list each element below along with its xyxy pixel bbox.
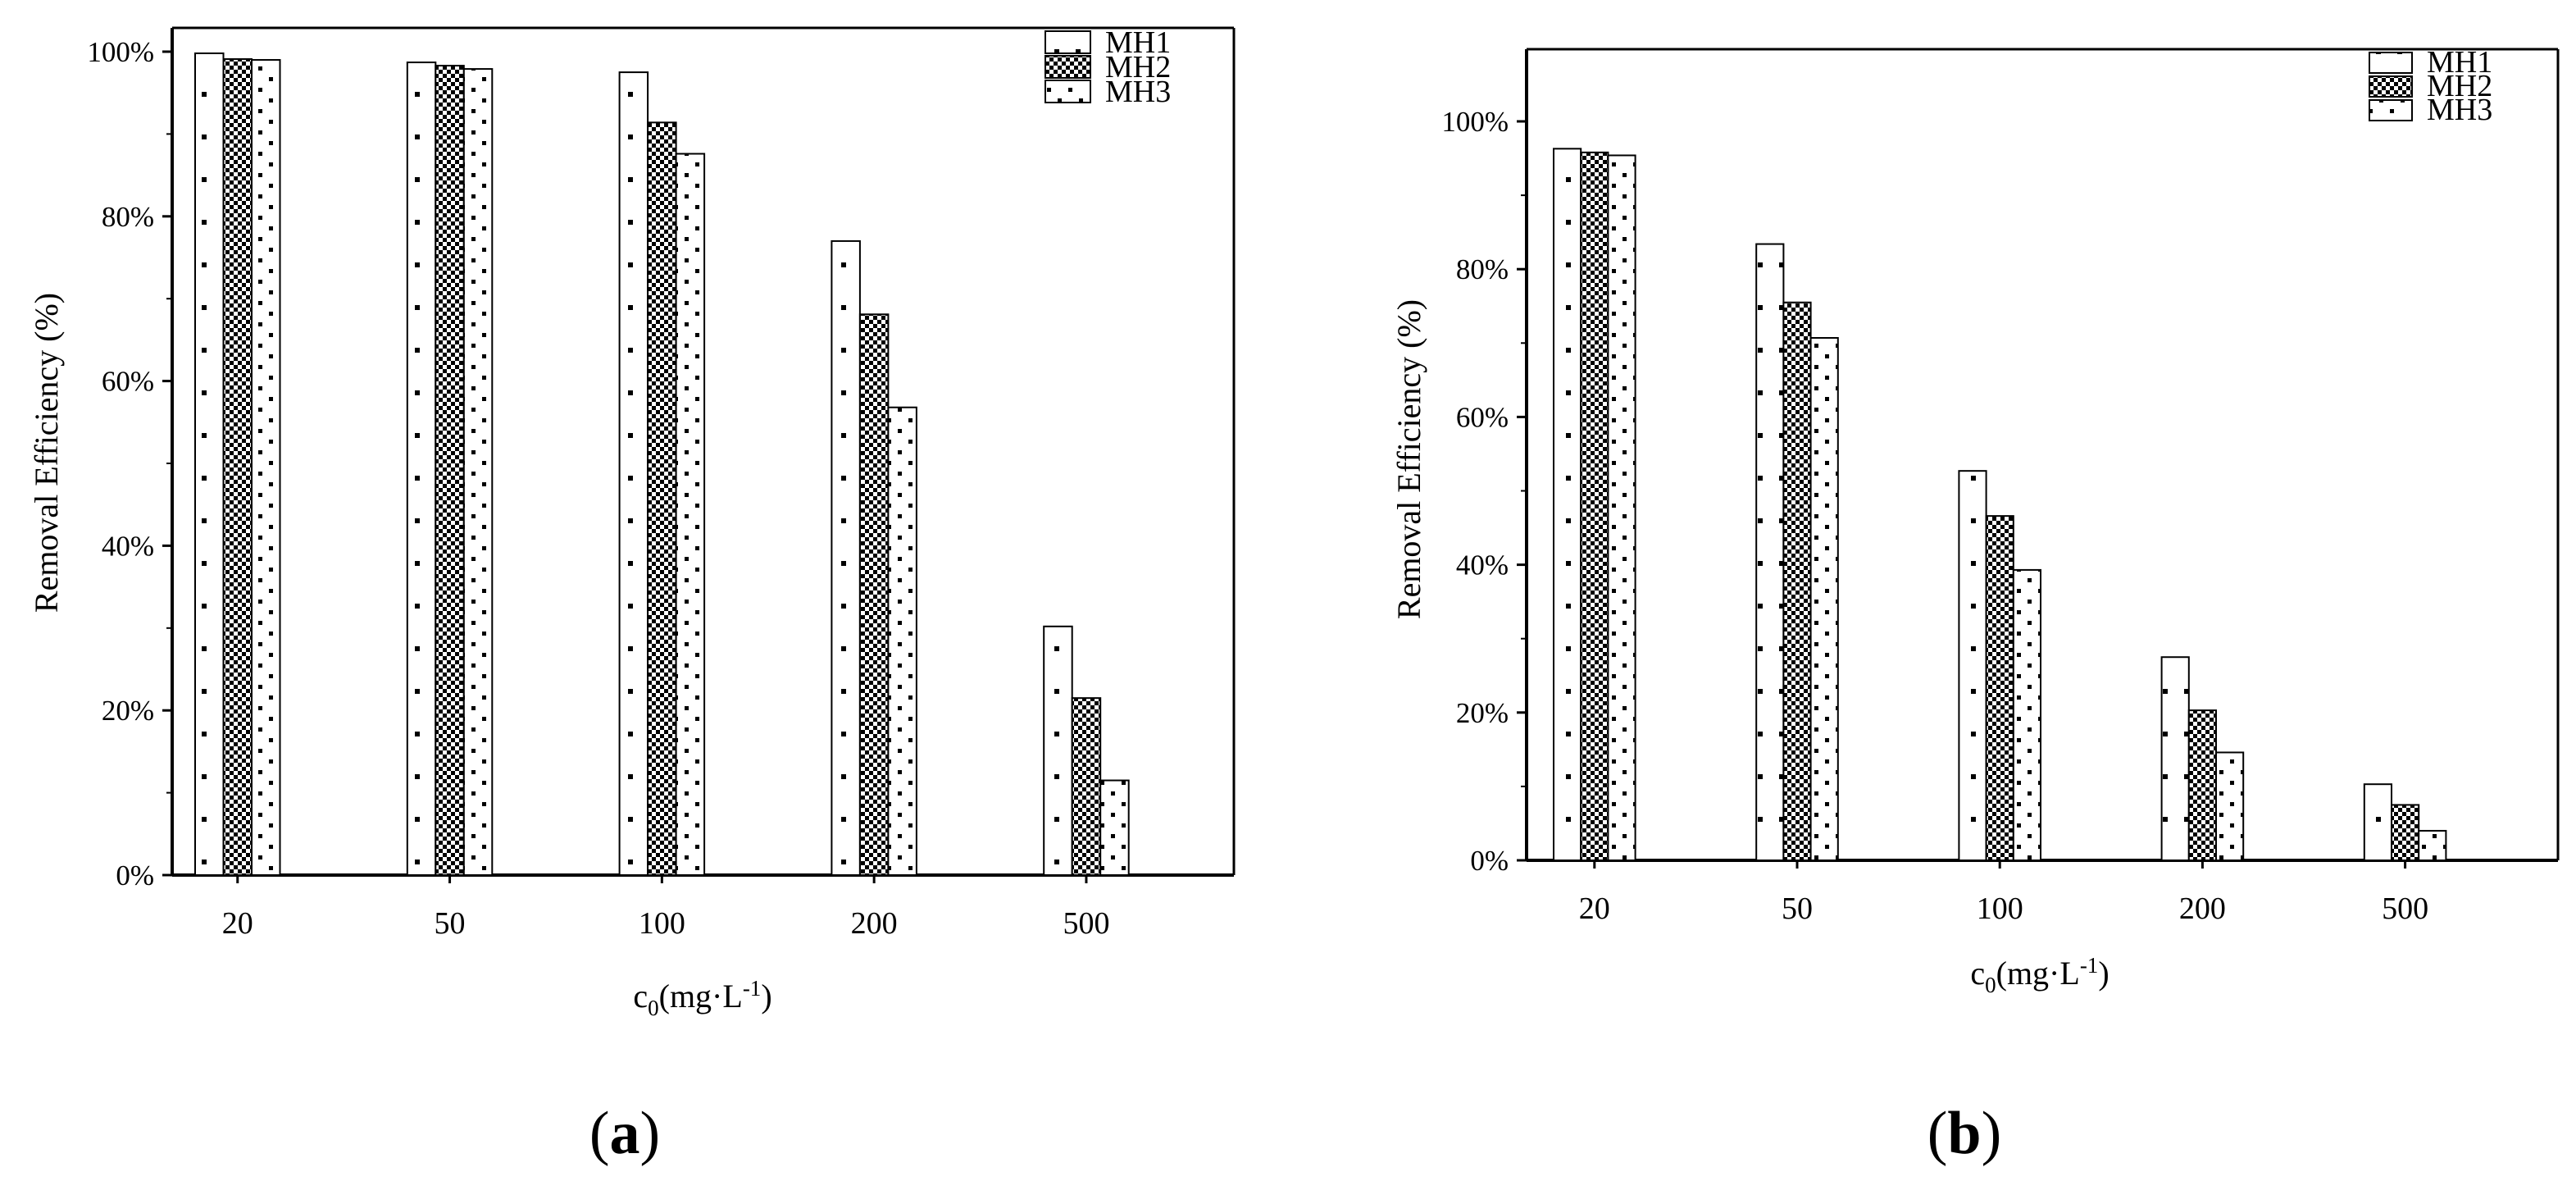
bar-a-MH2-100 — [647, 121, 677, 876]
panel-label-a: (a) — [589, 1100, 660, 1167]
x-tick-label-b-200: 200 — [2179, 891, 2226, 926]
x-axis-title-a: c0(mg·L-1) — [633, 976, 771, 1020]
y-tick-label-b-60: 60% — [1456, 401, 1509, 433]
panel-label-b-open: ( — [1927, 1100, 1948, 1167]
legend-label-b-MH2: MH2 — [2427, 69, 2492, 103]
x-axis-title-a-main: c — [633, 978, 648, 1015]
bar-a-MH1-200 — [831, 239, 861, 877]
bar-a-MH2-50 — [435, 65, 465, 877]
bar-a-MH3-100 — [675, 153, 706, 877]
x-ticks-a: 20 50 100 200 500 — [222, 875, 1109, 941]
bar-a-MH3-200 — [887, 406, 917, 876]
legend-label-a-MH2: MH2 — [1105, 50, 1171, 84]
y-tick-label-b-0: 0% — [1470, 845, 1509, 877]
x-tick-label-a-200: 200 — [851, 906, 898, 941]
x-axis-title-b: c0(mg·L-1) — [1970, 953, 2109, 997]
bar-b-MH3-20 — [1607, 154, 1636, 862]
bar-a-MH3-500 — [1099, 779, 1130, 876]
bar-a-MH3-20 — [251, 59, 281, 877]
y-tick-label-b-20: 20% — [1456, 697, 1509, 729]
bar-b-MH3-500 — [2418, 829, 2447, 862]
x-tick-label-a-100: 100 — [639, 906, 685, 941]
y-tick-label-a-100: 100% — [87, 36, 154, 68]
x-axis-title-b-main: c — [1970, 955, 1985, 992]
plot-frame-b — [1525, 48, 2560, 862]
panel-label-b: (b) — [1927, 1100, 2001, 1167]
panel-label-b-close: ) — [1982, 1100, 2002, 1167]
x-axis-title-b-unit: (mg·L — [1996, 955, 2080, 992]
legend-swatch-b-MH2 — [2369, 75, 2413, 98]
y-tick-label-b-40: 40% — [1456, 549, 1509, 581]
bar-a-MH2-200 — [858, 313, 890, 876]
legend-swatch-a-MH3 — [1045, 80, 1091, 103]
x-tick-label-a-500: 500 — [1063, 906, 1109, 941]
x-tick-label-b-500: 500 — [2382, 891, 2428, 926]
y-tick-label-a-20: 20% — [102, 695, 154, 727]
x-axis-title-a-sub: 0 — [648, 996, 659, 1020]
x-tick-label-b-20: 20 — [1579, 891, 1610, 926]
bar-b-MH2-500 — [2391, 804, 2420, 861]
y-ticks-b: 0% 20% 40% 60% 80% 100% — [1441, 106, 1527, 877]
legend-label-b-MH3: MH3 — [2427, 93, 2492, 127]
y-axis-title-a: Removal Efficiency (%) — [28, 293, 65, 613]
bar-a-MH1-50 — [406, 62, 437, 876]
x-tick-label-a-50: 50 — [435, 906, 466, 941]
panel-label-a-close: ) — [640, 1100, 661, 1167]
legend-swatch-b-MH1 — [2369, 52, 2413, 74]
bar-b-MH1-200 — [2160, 656, 2190, 861]
legend-swatch-a-MH1 — [1045, 30, 1091, 54]
x-ticks-b: 20 50 100 200 500 — [1579, 860, 2428, 926]
bar-a-MH1-100 — [618, 71, 649, 877]
bar-b-MH1-500 — [2363, 783, 2393, 862]
bar-b-MH2-50 — [1782, 301, 1812, 861]
x-axis-title-b-close: ) — [2098, 955, 2109, 992]
bar-b-MH3-50 — [1809, 336, 1839, 862]
chart-panel-b: 0% 20% 40% 60% 80% 100% 20 50 100 200 500 MH1MH2M… — [1390, 45, 2560, 1167]
x-axis-title-a-sup: -1 — [743, 976, 762, 1001]
x-tick-label-b-50: 50 — [1782, 891, 1813, 926]
y-tick-label-b-100: 100% — [1441, 106, 1509, 138]
panel-label-b-letter: b — [1947, 1100, 1981, 1167]
bar-b-MH1-20 — [1553, 148, 1582, 862]
bars-a — [194, 52, 1130, 877]
legend-swatch-a-MH2 — [1045, 55, 1091, 79]
legend-label-a-MH3: MH3 — [1105, 75, 1171, 109]
legend-label-a-MH1: MH1 — [1105, 25, 1171, 60]
y-ticks-a: 0% 20% 40% 60% 80% 100% — [87, 36, 172, 891]
y-tick-label-a-40: 40% — [102, 530, 154, 562]
chart-panel-a: 0% 20% 40% 60% 80% 100% 20 50 100 200 500 MH1MH2M… — [28, 25, 1236, 1167]
bar-b-MH3-100 — [2012, 568, 2042, 861]
bars-b — [1553, 148, 2447, 862]
panel-label-a-open: ( — [589, 1100, 610, 1167]
bar-b-MH2-100 — [1985, 515, 2014, 861]
bar-a-MH2-500 — [1071, 697, 1102, 877]
y-tick-label-b-80: 80% — [1456, 253, 1509, 285]
x-axis-title-a-close: ) — [761, 978, 771, 1015]
bar-a-MH1-20 — [194, 52, 225, 877]
bar-b-MH1-50 — [1755, 243, 1785, 862]
y-tick-label-a-0: 0% — [116, 860, 154, 891]
bar-b-MH3-200 — [2215, 751, 2245, 861]
x-tick-label-b-100: 100 — [1977, 891, 2023, 926]
legend-label-b-MH1: MH1 — [2427, 45, 2492, 80]
panel-label-a-letter: a — [610, 1100, 640, 1167]
bar-b-MH1-100 — [1958, 470, 1987, 861]
x-tick-label-a-20: 20 — [222, 906, 253, 941]
bar-b-MH2-200 — [2187, 709, 2218, 861]
x-axis-title-a-unit: (mg·L — [659, 978, 743, 1015]
y-axis-title-b: Removal Efficiency (%) — [1390, 299, 1427, 619]
bar-a-MH1-500 — [1043, 625, 1073, 876]
y-tick-label-a-60: 60% — [102, 366, 154, 398]
bar-a-MH3-50 — [462, 68, 494, 877]
bar-a-MH2-20 — [222, 58, 253, 876]
legend-swatch-b-MH3 — [2369, 99, 2413, 121]
y-tick-label-a-80: 80% — [102, 201, 154, 233]
x-axis-title-b-sub: 0 — [1985, 973, 1996, 997]
bar-b-MH2-20 — [1580, 151, 1609, 862]
x-axis-title-b-sup: -1 — [2080, 953, 2099, 978]
